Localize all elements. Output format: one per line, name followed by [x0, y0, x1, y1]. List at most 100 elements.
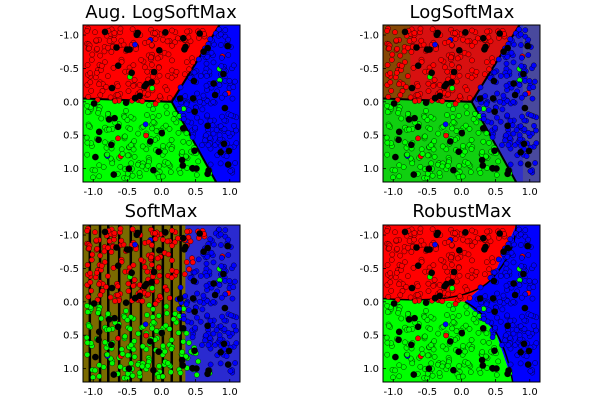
data-point: [384, 103, 390, 109]
inducing-point: [182, 43, 189, 51]
data-point: [132, 41, 138, 48]
data-point: [87, 79, 94, 86]
data-point: [503, 260, 510, 267]
data-point: [431, 338, 438, 344]
inducing-point: [482, 243, 489, 251]
data-point: [89, 51, 96, 58]
data-point: [486, 107, 492, 113]
data-point: [168, 74, 175, 81]
data-point: [183, 330, 190, 337]
data-point: [131, 353, 138, 360]
inducing-point: [191, 108, 198, 115]
data-point: [148, 54, 154, 61]
data-point: [436, 170, 443, 176]
data-point: [456, 363, 462, 369]
data-point: [428, 160, 435, 167]
data-point: [503, 82, 510, 89]
data-point: [407, 94, 414, 101]
data-point: [230, 284, 237, 291]
data-point: [472, 111, 478, 117]
data-point: [130, 262, 137, 269]
data-point: [456, 72, 463, 79]
data-point: [150, 106, 156, 112]
data-point: [84, 339, 91, 346]
data-point: [489, 134, 496, 141]
data-point: [533, 340, 540, 346]
data-point: [164, 310, 170, 317]
data-point: [105, 244, 111, 251]
data-point: [186, 66, 192, 72]
data-point: [94, 70, 100, 76]
data-point: [386, 245, 392, 252]
data-point: [129, 26, 136, 33]
subplot-4: RobustMax -1.0 -0.5 0.0 0.5 1.0 -1.0 -0.5 0.0 0.5…: [359, 201, 541, 398]
data-point: [415, 335, 421, 342]
data-point: [392, 367, 398, 374]
data-point: [393, 269, 400, 276]
inducing-point: [505, 367, 512, 374]
data-point: [203, 60, 210, 67]
data-point: [84, 309, 91, 315]
data-point: [396, 281, 402, 288]
data-point: [199, 306, 206, 313]
data-point: [145, 291, 151, 298]
data-point: [156, 64, 162, 71]
data-point: [409, 360, 416, 367]
data-point: [504, 54, 511, 60]
y-tick-label: 0.5: [63, 331, 79, 342]
inducing-point: [491, 347, 498, 355]
inducing-point: [525, 347, 533, 355]
inducing-point: [95, 336, 102, 344]
inducing-point: [95, 136, 102, 144]
data-point: [495, 56, 502, 63]
data-point: [216, 26, 222, 33]
data-point: [207, 117, 214, 124]
data-point: [408, 249, 415, 255]
data-point: [467, 369, 474, 375]
data-point: [166, 95, 173, 101]
inducing-point: [414, 323, 422, 331]
data-point: [196, 298, 203, 305]
inducing-point: [480, 234, 487, 242]
data-point: [504, 253, 511, 260]
data-point: [156, 264, 162, 271]
data-point: [384, 351, 391, 358]
data-point: [196, 99, 203, 105]
data-point: [183, 101, 190, 108]
data-point: [452, 30, 458, 37]
y-tick-label: -0.5: [359, 264, 379, 275]
data-point: [468, 146, 475, 152]
data-point: [453, 128, 460, 134]
data-point: [208, 249, 215, 256]
data-point: [503, 73, 510, 79]
data-point: [507, 117, 514, 124]
data-point: [156, 163, 162, 169]
inducing-point: [136, 92, 143, 100]
data-point: [102, 139, 108, 146]
data-point: [131, 153, 138, 160]
data-point: [449, 114, 456, 120]
data-point: [100, 164, 107, 170]
data-point: [479, 349, 486, 355]
data-point: [395, 310, 401, 316]
inducing-point: [114, 323, 122, 331]
data-point: [528, 112, 534, 119]
data-point: [497, 73, 504, 79]
inducing-point: [490, 277, 498, 285]
data-point: [393, 237, 400, 244]
data-point: [148, 62, 155, 68]
data-point: [231, 123, 237, 129]
data-point: [217, 231, 224, 238]
data-point: [127, 326, 133, 332]
data-point: [445, 91, 452, 98]
data-point: [105, 273, 111, 279]
data-point: [102, 339, 108, 346]
data-point: [517, 31, 524, 38]
data-point: [216, 226, 222, 233]
data-point: [117, 163, 124, 170]
inducing-point: [101, 28, 109, 36]
data-point: [522, 27, 529, 33]
data-point: [385, 293, 392, 300]
data-point: [105, 111, 111, 117]
data-point: [402, 339, 408, 346]
